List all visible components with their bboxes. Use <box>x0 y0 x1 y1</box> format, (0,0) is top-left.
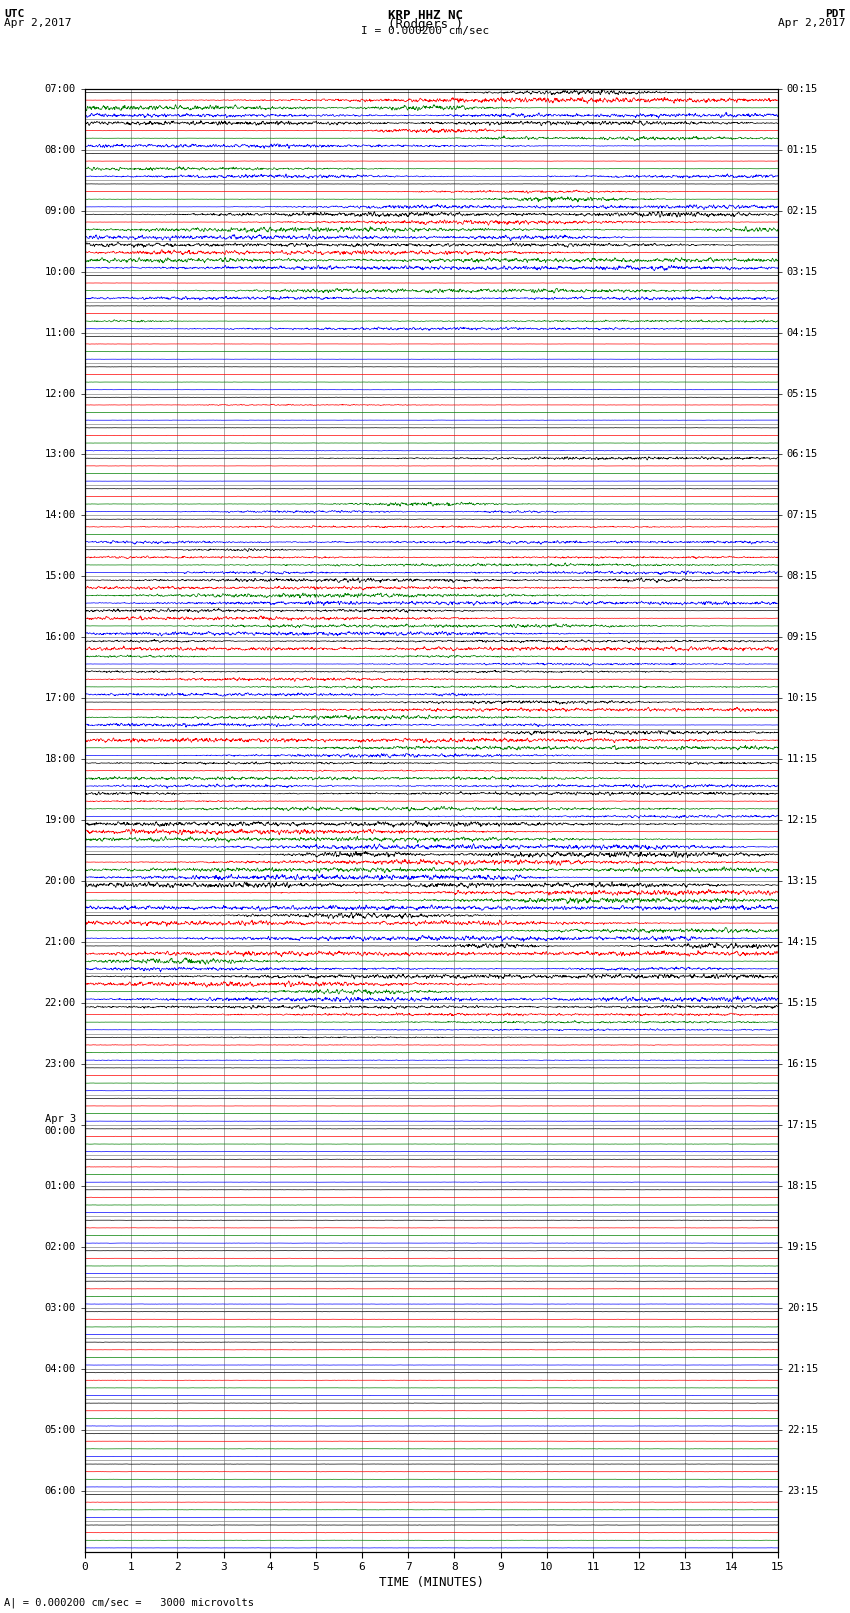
Text: UTC: UTC <box>4 10 25 19</box>
Text: KRP HHZ NC: KRP HHZ NC <box>388 10 462 23</box>
X-axis label: TIME (MINUTES): TIME (MINUTES) <box>379 1576 484 1589</box>
Text: (Rodgers ): (Rodgers ) <box>388 18 462 31</box>
Text: A| = 0.000200 cm/sec =   3000 microvolts: A| = 0.000200 cm/sec = 3000 microvolts <box>4 1597 254 1608</box>
Text: I = 0.000200 cm/sec: I = 0.000200 cm/sec <box>361 26 489 35</box>
Text: Apr 2,2017: Apr 2,2017 <box>4 18 71 27</box>
Text: PDT: PDT <box>825 10 846 19</box>
Text: Apr 2,2017: Apr 2,2017 <box>779 18 846 27</box>
